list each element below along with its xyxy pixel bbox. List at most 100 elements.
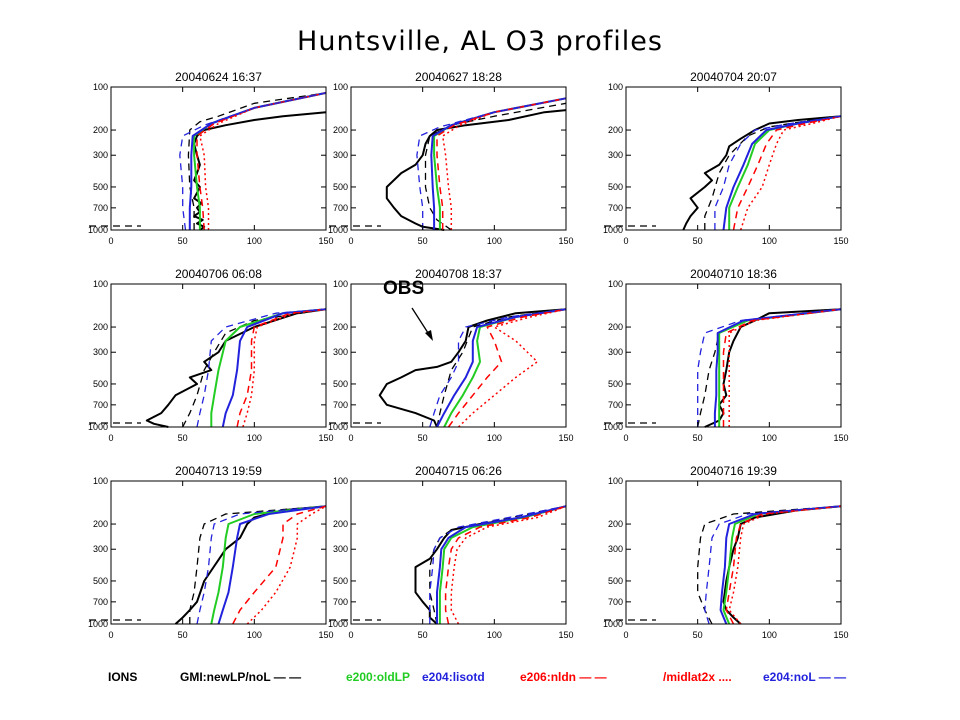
y-tick-label: 700 — [608, 203, 623, 213]
y-tick-label: 200 — [93, 322, 108, 332]
y-tick-label: 500 — [333, 182, 348, 192]
series-line-obs — [682, 115, 842, 231]
x-tick-label: 50 — [693, 630, 703, 640]
obs-arrow-head — [425, 330, 433, 341]
series-line-e206 — [447, 308, 567, 428]
y-tick-label: 700 — [333, 597, 348, 607]
series-line-e206 — [725, 505, 842, 625]
y-tick-label: 100 — [608, 279, 623, 289]
series-line-gmi — [704, 115, 842, 230]
series-line-gmi — [429, 505, 567, 625]
y-tick-label: 500 — [93, 576, 108, 586]
y-tick-label: 100 — [608, 82, 623, 92]
series-line-midlat — [450, 505, 567, 625]
series-line-e206 — [196, 92, 327, 231]
series-line-noL — [429, 308, 567, 428]
obs-annotation-label: OBS — [383, 278, 424, 299]
series-line-noL — [196, 505, 327, 625]
y-tick-label: 500 — [608, 576, 623, 586]
x-tick-label: 0 — [348, 433, 353, 443]
x-tick-label: 150 — [318, 433, 333, 443]
y-tick-label: 1000 — [88, 422, 108, 432]
series-line-noL — [697, 308, 842, 427]
y-tick-label: 100 — [93, 82, 108, 92]
y-tick-label: 200 — [333, 519, 348, 529]
legend-entry: /midlat2x .... — [663, 670, 732, 684]
series-line-e204 — [436, 505, 567, 624]
series-line-e200 — [722, 505, 842, 625]
y-tick-label: 500 — [333, 379, 348, 389]
series-line-obs — [378, 308, 567, 428]
series-line-e206 — [436, 97, 567, 230]
series-line-obs — [704, 308, 842, 428]
y-tick-label: 1000 — [328, 619, 348, 629]
y-tick-label: 300 — [608, 544, 623, 554]
panel-frame — [350, 283, 567, 428]
x-tick-label: 50 — [693, 433, 703, 443]
y-tick-label: 700 — [333, 203, 348, 213]
y-tick-label: 200 — [608, 125, 623, 135]
y-tick-label: 100 — [93, 476, 108, 486]
y-tick-label: 1000 — [328, 225, 348, 235]
panel-title: 20040706 06:08 — [175, 267, 262, 281]
y-tick-label: 300 — [333, 544, 348, 554]
series-line-e200 — [718, 308, 842, 427]
y-tick-label: 100 — [93, 279, 108, 289]
x-tick-label: 0 — [623, 433, 628, 443]
series-line-gmi — [436, 308, 567, 428]
panel-frame — [110, 283, 327, 428]
x-tick-label: 0 — [623, 630, 628, 640]
y-tick-label: 300 — [93, 544, 108, 554]
x-tick-label: 50 — [418, 236, 428, 246]
legend-entry: e204:lisotd — [422, 670, 485, 684]
y-tick-label: 700 — [93, 400, 108, 410]
x-tick-label: 50 — [693, 236, 703, 246]
y-tick-label: 300 — [93, 347, 108, 357]
series-line-midlat — [199, 92, 327, 230]
series-line-midlat — [728, 308, 842, 427]
panel-frame — [350, 480, 567, 625]
x-tick-label: 0 — [348, 236, 353, 246]
series-line-e206 — [232, 505, 327, 625]
series-line-e206 — [722, 308, 842, 427]
series-line-obs — [385, 109, 567, 231]
series-line-noL — [416, 97, 567, 230]
x-tick-label: 150 — [558, 433, 573, 443]
series-line-e204 — [722, 115, 842, 231]
x-tick-label: 50 — [418, 630, 428, 640]
legend-entry: e204:noL — — — [763, 670, 846, 684]
x-tick-label: 150 — [833, 630, 848, 640]
series-line-e200 — [728, 115, 842, 230]
series-line-midlat — [728, 505, 842, 625]
panel-title: 20040704 20:07 — [690, 70, 777, 84]
series-line-gmi — [187, 92, 327, 230]
y-tick-label: 700 — [608, 400, 623, 410]
panel-frame — [625, 480, 842, 625]
y-tick-label: 100 — [608, 476, 623, 486]
y-tick-label: 200 — [333, 125, 348, 135]
panel-frame — [110, 86, 327, 231]
series-line-e200 — [433, 97, 567, 230]
y-tick-label: 100 — [333, 476, 348, 486]
series-line-gmi — [697, 505, 842, 625]
series-line-obs — [174, 505, 327, 625]
y-tick-label: 500 — [333, 576, 348, 586]
y-tick-label: 1000 — [88, 225, 108, 235]
y-tick-label: 300 — [608, 150, 623, 160]
y-tick-label: 1000 — [88, 619, 108, 629]
x-tick-label: 0 — [108, 433, 113, 443]
x-tick-label: 150 — [318, 236, 333, 246]
y-tick-label: 300 — [93, 150, 108, 160]
x-tick-label: 150 — [558, 630, 573, 640]
y-tick-label: 300 — [333, 150, 348, 160]
series-line-e204 — [221, 308, 327, 428]
series-line-noL — [704, 505, 842, 625]
y-tick-label: 200 — [333, 322, 348, 332]
series-line-gmi — [189, 505, 327, 624]
